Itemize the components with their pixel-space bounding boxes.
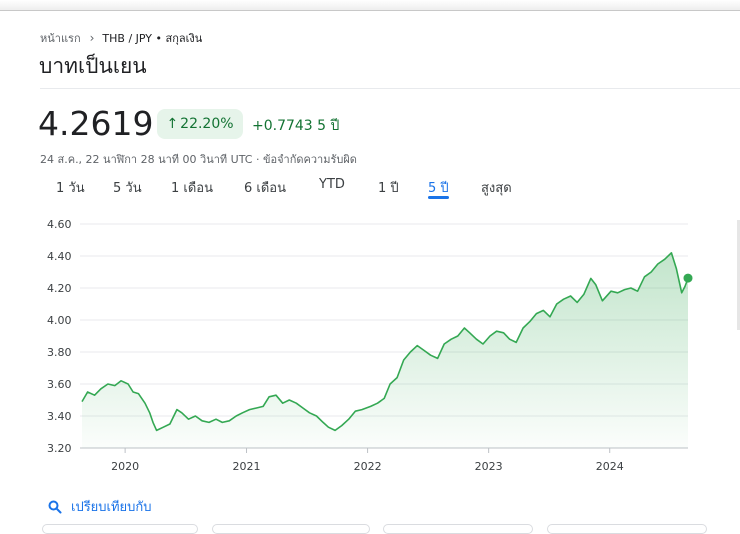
y-tick-label: 3.40 (47, 410, 72, 423)
time-range-tabs: 1 วัน 5 วัน 1 เดือน 6 เดือน YTD 1 ปี 5 ป… (40, 177, 560, 201)
x-axis-labels: 2020 2021 2022 2023 2024 (111, 448, 624, 473)
y-tick-label: 4.00 (47, 314, 72, 327)
change-percent-badge: ↑ 22.20% (157, 109, 243, 139)
x-tick-label: 2023 (475, 460, 503, 473)
compare-chip[interactable] (212, 524, 370, 534)
tab-max[interactable]: สูงสุด (481, 181, 512, 196)
tab-1-year[interactable]: 1 ปี (378, 181, 399, 196)
last-price-marker (683, 273, 693, 283)
quote-timestamp: 24 ส.ค., 22 นาฬิกา 28 นาที 00 วินาที UTC… (40, 153, 357, 166)
search-icon (48, 500, 62, 513)
price-chart[interactable]: 4.604.404.204.003.803.603.403.20 2020 202… (0, 205, 740, 485)
breadcrumb: หน้าแรก › THB / JPY • สกุลเงิน (40, 29, 202, 47)
y-tick-label: 3.80 (47, 346, 72, 359)
scrollbar-track[interactable] (737, 220, 740, 330)
header-divider (40, 88, 740, 89)
tab-ytd[interactable]: YTD (319, 177, 345, 192)
arrow-up-icon: ↑ (166, 116, 179, 132)
page-title: บาทเป็นเยน (39, 54, 147, 78)
y-axis-labels: 4.60 4.40 4.20 4.00 3.80 3.60 3.40 3.20 (47, 218, 72, 455)
breadcrumb-home[interactable]: หน้าแรก (40, 32, 81, 45)
chevron-right-icon: › (89, 31, 95, 45)
y-tick-label: 3.20 (47, 442, 72, 455)
compare-button[interactable]: เปรียบเทียบกับ (48, 496, 152, 517)
window-top-edge (0, 0, 740, 11)
change-absolute: +0.7743 5 ปี (252, 118, 340, 134)
x-tick-label: 2024 (596, 460, 624, 473)
y-tick-label: 4.60 (47, 218, 72, 231)
tab-1-day[interactable]: 1 วัน (56, 181, 85, 196)
tab-5-days[interactable]: 5 วัน (113, 181, 142, 196)
tab-5-years[interactable]: 5 ปี (428, 177, 449, 199)
y-tick-label: 3.60 (47, 378, 72, 391)
compare-chip[interactable] (42, 524, 198, 534)
x-tick-label: 2021 (233, 460, 261, 473)
breadcrumb-current: THB / JPY • สกุลเงิน (102, 32, 203, 45)
change-percent-value: 22.20% (180, 116, 234, 132)
price-line (81, 252, 689, 432)
compare-suggestions (40, 524, 740, 534)
y-tick-label: 4.40 (47, 250, 72, 263)
x-tick-label: 2022 (354, 460, 382, 473)
current-price: 4.2619 (38, 104, 154, 143)
compare-label: เปรียบเทียบกับ (71, 500, 152, 515)
y-tick-label: 4.20 (47, 282, 72, 295)
x-tick-label: 2020 (111, 460, 139, 473)
compare-chip[interactable] (547, 524, 707, 534)
compare-chip[interactable] (383, 524, 533, 534)
tab-6-months[interactable]: 6 เดือน (244, 181, 286, 196)
price-area-fill (82, 252, 688, 448)
tab-1-month[interactable]: 1 เดือน (171, 181, 213, 196)
